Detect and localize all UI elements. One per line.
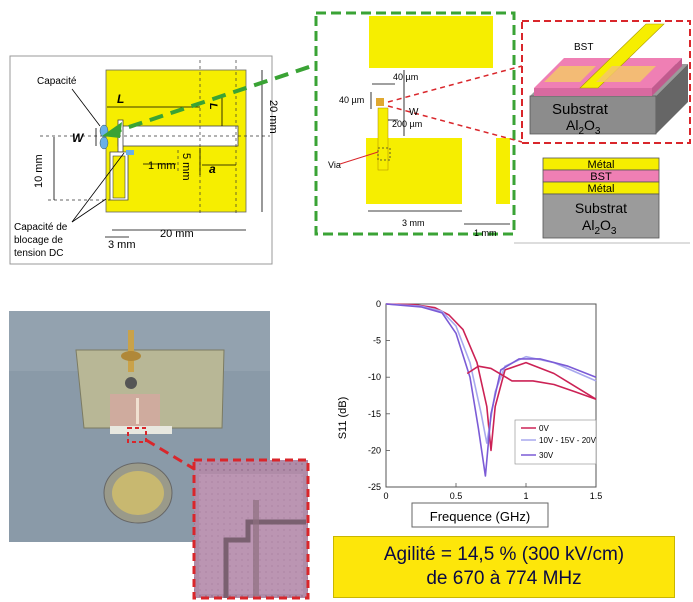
series-line-30v — [385, 303, 597, 477]
stack-label-metal-1: Métal — [588, 159, 615, 171]
stack-label-bst: BST — [590, 171, 612, 183]
zoom-detail: 40 µm 40 µm W 200 µm Via 3 mm 1 mm — [314, 11, 690, 244]
label-5mm: 5 mm — [180, 153, 192, 181]
series-line-extra-3 — [466, 365, 597, 400]
chip-micrograph — [192, 458, 310, 600]
label-L-right: L — [207, 103, 219, 110]
label-W: W — [72, 131, 85, 145]
label-40um-horizontal: 40 µm — [393, 72, 418, 82]
label-capacite: Capacité — [37, 76, 77, 87]
stack-substrate — [542, 193, 660, 239]
y-tick-label: -5 — [373, 336, 381, 346]
antenna-schematic: Capacité L L W 1 mm 5 mm a 10 mm 20 mm 2… — [9, 55, 279, 265]
legend-30v: 30V — [539, 451, 554, 460]
dc-block-cap-mark — [126, 150, 134, 155]
x-axis-ticks: 0 0.5 1 1.5 — [383, 483, 602, 501]
dimension-arrows — [53, 70, 263, 238]
label-blocage-line2: blocage de — [14, 235, 63, 246]
photo-highlight-box — [127, 427, 147, 443]
svg-text:Al2O3: Al2O3 — [566, 117, 601, 137]
y-tick-label: -10 — [368, 372, 381, 382]
label-al2o3-3d: Al — [566, 117, 578, 133]
label-20mm-horizontal: 20 mm — [160, 228, 194, 240]
label-blocage-line1: Capacité de — [14, 222, 68, 233]
layer-stack: Métal BST Métal Substrat Al2O3 — [542, 157, 660, 239]
label-substrat-3d: Substrat — [552, 101, 609, 118]
label-1mm: 1 mm — [148, 160, 176, 172]
y-tick-label: -15 — [368, 409, 381, 419]
agility-banner: Agilité = 14,5 % (300 kV/cm) de 670 à 77… — [333, 536, 675, 598]
svg-text:Al2O3: Al2O3 — [582, 217, 617, 237]
legend-0v: 0V — [539, 424, 549, 433]
agility-line2: de 670 à 774 MHz — [426, 568, 582, 589]
stack-label-substrat: Substrat — [575, 200, 627, 216]
y-tick-label: 0 — [376, 299, 381, 309]
x-tick-label: 1.5 — [590, 491, 603, 501]
label-3mm: 3 mm — [108, 239, 136, 251]
bst-3d-view: BST Substrat Al2O3 — [521, 20, 691, 144]
label-1mm-zoom: 1 mm — [474, 228, 497, 238]
x-tick-label: 0.5 — [450, 491, 463, 501]
ground-bottom-right — [496, 138, 510, 204]
zoom-arrow — [107, 62, 319, 136]
label-20mm-vertical: 20 mm — [267, 100, 279, 134]
stack-label-metal-2: Métal — [588, 183, 615, 195]
metal-strip — [579, 23, 665, 89]
x-axis-label: Frequence (GHz) — [430, 509, 530, 524]
zoom-dimensions — [368, 70, 510, 225]
feed-strip — [377, 107, 389, 171]
series-line-0v — [385, 303, 597, 452]
label-bst-3d: BST — [574, 42, 593, 53]
chart-legend: 0V 10V - 15V - 20V 30V — [514, 419, 597, 465]
y-axis-label: S11 (dB) — [337, 397, 349, 440]
y-tick-label: -25 — [368, 482, 381, 492]
label-via: Via — [328, 160, 341, 170]
label-L: L — [117, 92, 124, 106]
label-10mm: 10 mm — [33, 154, 45, 188]
agility-line1: Agilité = 14,5 % (300 kV/cm) — [383, 544, 625, 565]
label-W-zoom: W — [409, 107, 419, 118]
zoom-arrowhead — [102, 122, 122, 138]
label-3mm-zoom: 3 mm — [402, 218, 425, 228]
label-blocage-line3: tension DC — [14, 248, 63, 259]
s11-chart: 0 -5 -10 -15 -20 -25 0 0.5 1 1.5 S11 (dB) Freque… — [337, 299, 602, 528]
guide-lines — [40, 60, 270, 214]
x-axis-label-box — [411, 502, 549, 528]
bst-capacitor — [376, 98, 384, 106]
series-line-10v-15v-20v — [385, 303, 597, 444]
y-tick-label: -20 — [368, 445, 381, 455]
legend-10v-15v-20v: 10V - 15V - 20V — [539, 436, 597, 445]
label-a: a — [209, 162, 216, 176]
x-tick-label: 0 — [383, 491, 388, 501]
label-40um-vertical: 40 µm — [339, 95, 364, 105]
plot-series — [385, 303, 597, 477]
ground-top — [369, 16, 493, 68]
x-tick-label: 1 — [523, 491, 528, 501]
via-box — [377, 147, 391, 161]
label-200um: 200 µm — [392, 119, 422, 129]
stack-label-al2o3: Al — [582, 217, 594, 233]
